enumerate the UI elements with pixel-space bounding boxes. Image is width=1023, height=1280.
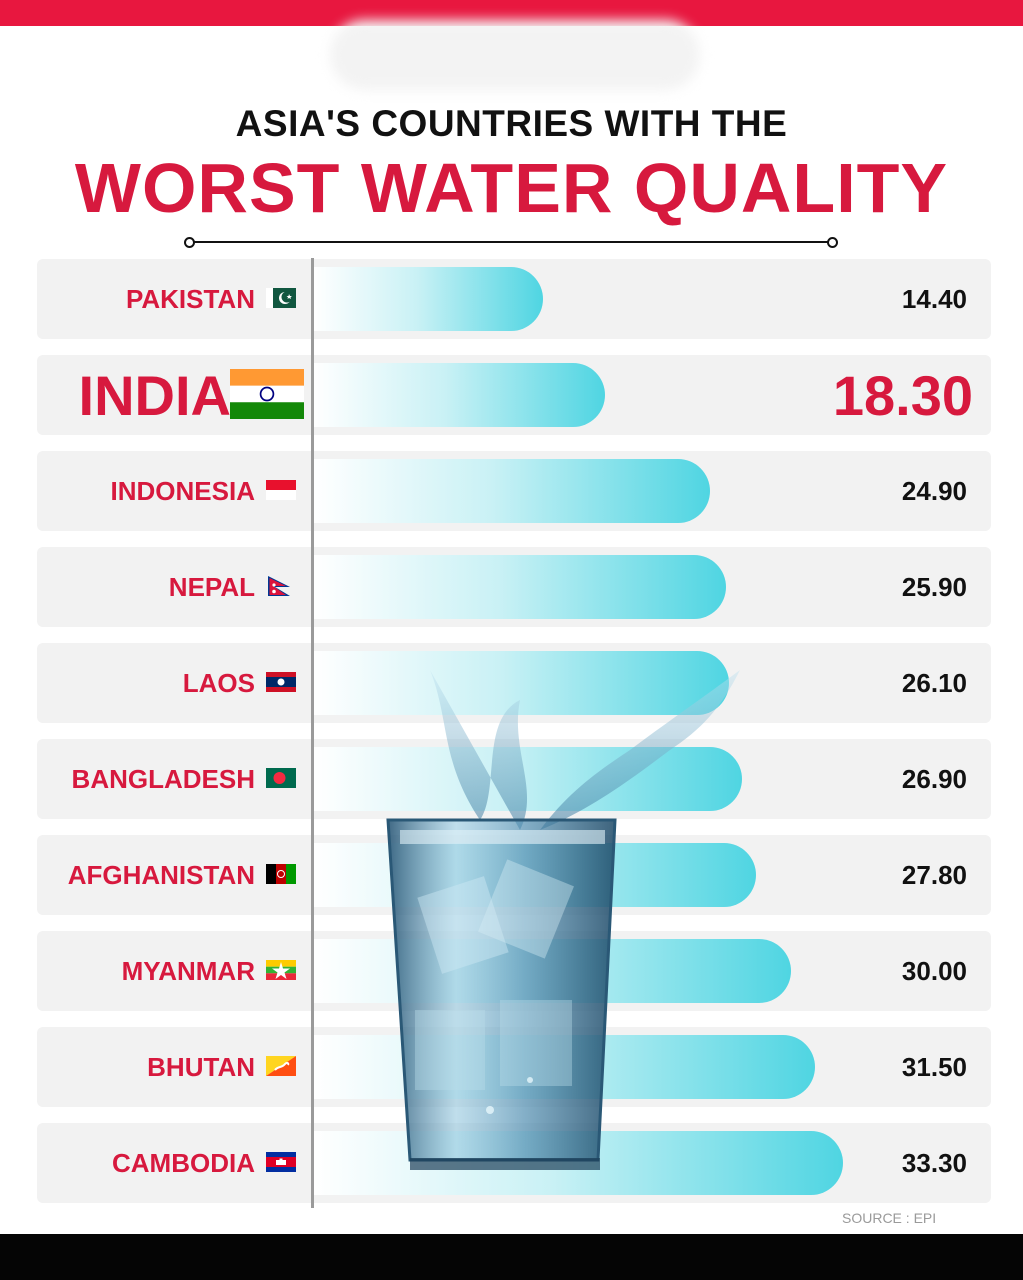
value-label-pakistan: 14.40 xyxy=(901,283,967,314)
title-line-1: ASIA'S COUNTRIES WITH THE xyxy=(235,103,788,144)
value-label-india: 18.30 xyxy=(832,363,973,427)
cambodia-flag-icon xyxy=(266,1152,296,1172)
india-flag-icon xyxy=(230,369,304,419)
value-label-laos: 26.10 xyxy=(901,667,967,698)
value-label-nepal: 25.90 xyxy=(901,571,967,602)
bar-bangladesh xyxy=(314,747,742,811)
country-label-bhutan: BHUTAN xyxy=(147,1051,255,1082)
value-label-myanmar: 30.00 xyxy=(901,955,967,986)
bar-pakistan xyxy=(314,267,543,331)
value-label-indonesia: 24.90 xyxy=(901,475,967,506)
country-label-indonesia: INDONESIA xyxy=(110,475,255,506)
bottom-bar xyxy=(0,1234,1023,1280)
bar-india xyxy=(314,363,605,427)
country-label-nepal: NEPAL xyxy=(168,571,255,602)
value-label-bhutan: 31.50 xyxy=(901,1051,967,1082)
water-glass-illustration xyxy=(386,670,740,1170)
title-line-2: WORST WATER QUALITY xyxy=(74,149,949,227)
value-label-cambodia: 33.30 xyxy=(901,1147,967,1178)
country-label-bangladesh: BANGLADESH xyxy=(71,763,255,794)
nepal-flag-icon xyxy=(268,576,290,596)
country-label-laos: LAOS xyxy=(182,667,255,698)
bangladesh-flag-icon xyxy=(266,768,296,788)
bar-laos xyxy=(314,651,729,715)
country-label-afghanistan: AFGHANISTAN xyxy=(67,859,255,890)
header-glow xyxy=(330,20,700,90)
pakistan-flag-icon xyxy=(266,288,296,308)
myanmar-flag-icon xyxy=(266,960,296,980)
country-label-cambodia: CAMBODIA xyxy=(112,1147,255,1178)
bar-nepal xyxy=(314,555,726,619)
afghanistan-flag-icon xyxy=(266,864,296,884)
indonesia-flag-icon xyxy=(266,480,296,500)
laos-flag-icon xyxy=(266,672,296,692)
bhutan-flag-icon xyxy=(266,1056,296,1076)
chart-axis-line xyxy=(311,258,314,1208)
country-label-pakistan: PAKISTAN xyxy=(125,283,255,314)
title-divider xyxy=(184,237,838,248)
value-label-bangladesh: 26.90 xyxy=(901,763,967,794)
country-label-myanmar: MYANMAR xyxy=(121,955,255,986)
value-label-afghanistan: 27.80 xyxy=(901,859,967,890)
country-label-india: INDIA xyxy=(78,363,231,427)
source-note: SOURCE : EPI xyxy=(842,1210,937,1226)
bar-indonesia xyxy=(314,459,710,523)
